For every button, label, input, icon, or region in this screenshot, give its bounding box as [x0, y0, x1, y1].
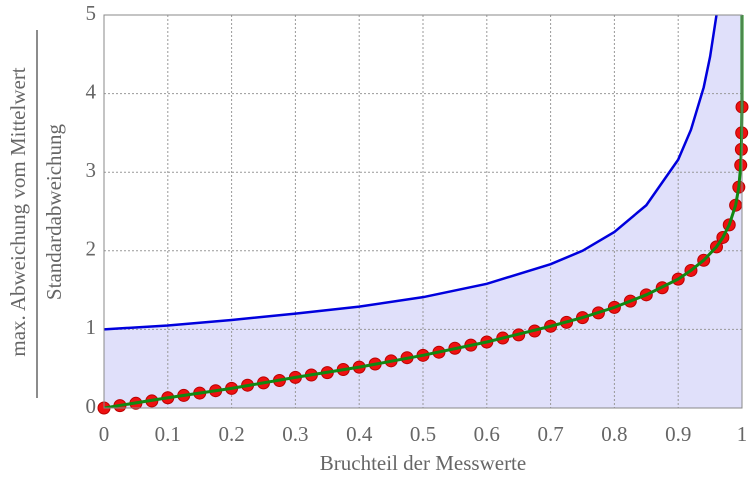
- plot-frame: [103, 14, 743, 409]
- x-tick-label: 0: [99, 422, 110, 446]
- y-tick-label: 2: [86, 237, 97, 261]
- series-line: [104, 15, 744, 408]
- x-tick-label: 0.2: [218, 422, 244, 446]
- y-axis-label-denominator: Standardabweichung: [42, 123, 66, 300]
- x-tick-label: 0.5: [410, 422, 436, 446]
- x-tick-label: 0.1: [155, 422, 181, 446]
- x-tick-label: 0.8: [601, 422, 627, 446]
- x-tick-label: 0.9: [665, 422, 691, 446]
- x-tick-label: 0.6: [474, 422, 500, 446]
- y-axis-label-numerator: max. Abweichung vom Mittelwert: [6, 67, 30, 356]
- series-line: [104, 15, 718, 331]
- y-tick-label: 5: [86, 1, 97, 25]
- y-tick-label: 1: [86, 315, 97, 339]
- y-tick-label: 3: [86, 158, 97, 182]
- y-tick-label: 0: [86, 394, 97, 418]
- x-axis-label: Bruchteil der Messwerte: [320, 451, 526, 475]
- x-tick-label: 0.4: [346, 422, 373, 446]
- y-tick-label: 4: [86, 79, 97, 103]
- x-tick-label: 0.3: [282, 422, 308, 446]
- x-tick-label: 1: [737, 422, 748, 446]
- x-tick-label: 0.7: [537, 422, 563, 446]
- bound-area: [104, 15, 742, 408]
